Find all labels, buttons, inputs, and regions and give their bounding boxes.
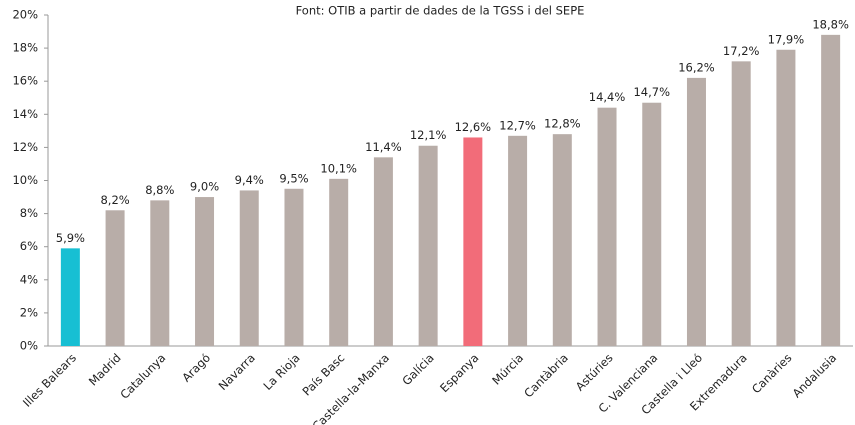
value-label: 12,1%: [410, 128, 447, 142]
value-label: 5,9%: [56, 231, 85, 245]
value-label: 17,2%: [723, 44, 760, 58]
bar: [686, 77, 706, 346]
y-tick-label: 10%: [12, 173, 38, 187]
x-tick-label: Castella-la-Manxa: [309, 351, 392, 425]
bar: [776, 49, 796, 346]
x-tick-label: La Rioja: [260, 351, 302, 393]
x-tick-label: Andalusia: [790, 351, 840, 401]
value-label: 14,7%: [633, 85, 670, 99]
value-label: 12,8%: [544, 117, 581, 131]
x-tick-label: Illes Balears: [20, 351, 79, 410]
bar: [552, 134, 572, 346]
y-tick-label: 0%: [20, 339, 38, 353]
bar: [642, 102, 662, 346]
value-label: 8,8%: [145, 183, 174, 197]
y-tick-label: 20%: [12, 8, 38, 22]
value-label: 17,9%: [768, 32, 805, 46]
y-tick-label: 8%: [20, 206, 38, 220]
value-label: 18,8%: [812, 17, 849, 31]
x-tick-label: Madrid: [86, 351, 124, 389]
value-label: 12,7%: [499, 118, 536, 132]
bar: [597, 107, 617, 347]
bar: [60, 248, 80, 346]
bar: [150, 200, 170, 346]
chart-title: Font: OTIB a partir de dades de la TGSS …: [296, 4, 585, 18]
y-tick-label: 14%: [12, 107, 38, 121]
value-label: 9,5%: [279, 171, 308, 185]
x-tick-label: Espanya: [437, 351, 481, 395]
y-tick-label: 16%: [12, 74, 38, 88]
bar: [418, 145, 438, 346]
x-tick-label: Astúries: [573, 351, 616, 394]
x-tick-label: Cantàbria: [521, 351, 571, 401]
bar: [731, 61, 751, 347]
x-tick-label: Galícia: [399, 351, 436, 388]
bar: [463, 137, 483, 346]
bar: [329, 178, 349, 346]
value-label: 14,4%: [589, 90, 626, 104]
bar: [508, 135, 528, 346]
value-label: 8,2%: [100, 193, 129, 207]
y-tick-label: 12%: [12, 140, 38, 154]
y-tick-label: 2%: [20, 305, 38, 319]
x-tick-label: Navarra: [216, 351, 258, 393]
y-tick-label: 4%: [20, 272, 38, 286]
bar: [821, 34, 841, 347]
y-tick-label: 6%: [20, 239, 38, 253]
bar: [284, 188, 304, 346]
value-label: 16,2%: [678, 60, 715, 74]
value-label: 10,1%: [320, 161, 357, 175]
x-tick-label: Catalunya: [117, 351, 168, 402]
bar: [373, 157, 393, 346]
bar: [105, 210, 125, 346]
bar: [195, 197, 215, 346]
value-label: 12,6%: [455, 120, 492, 134]
bar: [239, 190, 259, 346]
value-label: 9,4%: [235, 173, 264, 187]
x-tick-label: Canàries: [749, 351, 795, 397]
value-label: 9,0%: [190, 180, 219, 194]
x-tick-label: Aragó: [179, 351, 213, 385]
x-tick-label: Múrcia: [489, 351, 526, 388]
value-label: 11,4%: [365, 140, 402, 154]
y-tick-label: 18%: [12, 41, 38, 55]
